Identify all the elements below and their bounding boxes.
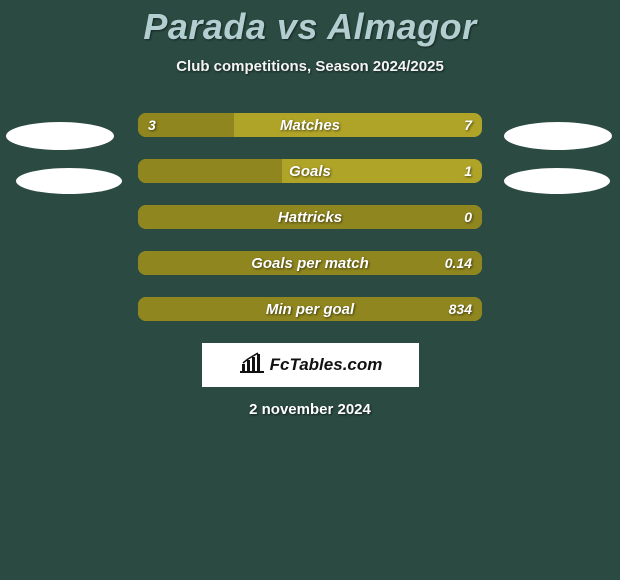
player-a-shape-second [16, 168, 122, 194]
stat-row-matches: 3 Matches 7 [138, 113, 482, 137]
player-b-shape-second [504, 168, 610, 194]
player-b-shape-top [504, 122, 612, 150]
stat-right-value-goals: 1 [464, 159, 472, 183]
stat-row-min-per-goal: Min per goal 834 [138, 297, 482, 321]
stat-row-hattricks: Hattricks 0 [138, 205, 482, 229]
brand-text: FcTables.com [270, 355, 383, 375]
stat-right-value-matches: 7 [464, 113, 472, 137]
widget-container: Parada vs Almagor Club competitions, Sea… [0, 0, 620, 418]
page-title: Parada vs Almagor [0, 6, 620, 48]
brand-link[interactable]: FcTables.com [202, 343, 419, 387]
stats-area: 3 Matches 7 Goals 1 Hattricks 0 Goals pe… [0, 113, 620, 321]
stat-right-value-mpg: 834 [449, 297, 472, 321]
stat-bars: 3 Matches 7 Goals 1 Hattricks 0 Goals pe… [138, 113, 482, 321]
title-player-a: Parada [143, 6, 266, 47]
stat-fill-mpg [138, 297, 482, 321]
stat-fill-gpm [138, 251, 482, 275]
title-vs: vs [277, 6, 318, 47]
stat-row-goals: Goals 1 [138, 159, 482, 183]
stat-right-value-gpm: 0.14 [445, 251, 472, 275]
stat-fill-goals [138, 159, 282, 183]
stat-left-value-matches: 3 [148, 113, 156, 137]
competition-subtitle: Club competitions, Season 2024/2025 [0, 58, 620, 75]
title-player-b: Almagor [327, 6, 477, 47]
stat-row-goals-per-match: Goals per match 0.14 [138, 251, 482, 275]
stat-fill-hattricks [138, 205, 482, 229]
stat-right-value-hattricks: 0 [464, 205, 472, 229]
player-a-shape-top [6, 122, 114, 150]
snapshot-date: 2 november 2024 [0, 401, 620, 418]
bar-chart-icon [238, 352, 266, 379]
